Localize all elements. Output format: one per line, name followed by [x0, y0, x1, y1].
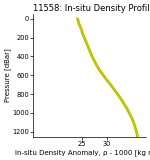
Text: 11558: In-situ Density Profiles: 11558: In-situ Density Profiles [33, 4, 150, 13]
X-axis label: In-situ Density Anomaly, ρ - 1000 [kg m⁻³]: In-situ Density Anomaly, ρ - 1000 [kg m⁻… [15, 148, 150, 156]
Y-axis label: Pressure [dBar]: Pressure [dBar] [4, 48, 11, 102]
